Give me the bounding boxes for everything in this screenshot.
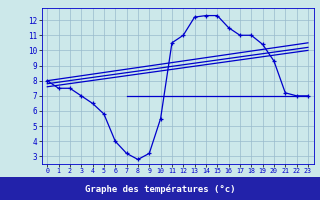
Text: Graphe des températures (°c): Graphe des températures (°c) [85,185,235,194]
